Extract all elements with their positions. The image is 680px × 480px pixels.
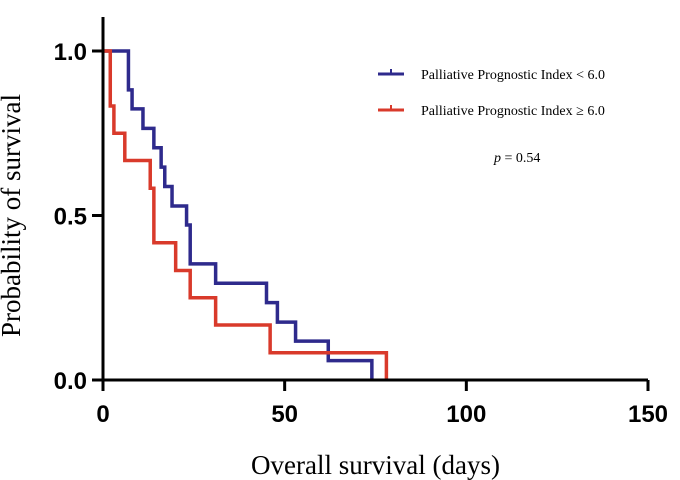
legend-item-ppi-at-least-6: Palliative Prognostic Index ≥ 6.0	[378, 104, 605, 119]
x-axis-title: Overall survival (days)	[251, 450, 500, 480]
axes-layer	[101, 17, 648, 382]
y-tick-label: 0.5	[54, 204, 87, 231]
x-tick-label: 50	[271, 401, 298, 428]
series-layer	[103, 49, 389, 380]
y-tick-label: 1.0	[54, 39, 87, 66]
survival-curve-series-0	[103, 49, 374, 380]
survival-curve-series-1	[103, 49, 389, 380]
legend-label-ppi-below-6: Palliative Prognostic Index < 6.0	[421, 68, 605, 83]
ticks-layer: 0 50 100 150 0.0 0.5 1.0	[54, 39, 668, 428]
x-tick-label: 0	[96, 401, 109, 428]
p-value-annotation: p = 0.54	[493, 151, 540, 166]
p-value-symbol: p	[493, 151, 501, 166]
x-tick-label: 100	[446, 401, 486, 428]
legend-item-ppi-below-6: Palliative Prognostic Index < 6.0	[378, 68, 605, 83]
y-tick-label: 0.0	[54, 368, 87, 395]
legend-label-ppi-at-least-6: Palliative Prognostic Index ≥ 6.0	[421, 104, 605, 119]
y-axis-title: Probability of survival	[0, 94, 26, 337]
x-tick-label: 150	[628, 401, 668, 428]
p-value-text: = 0.54	[501, 151, 540, 166]
legend: Palliative Prognostic Index < 6.0 Pallia…	[378, 68, 605, 119]
